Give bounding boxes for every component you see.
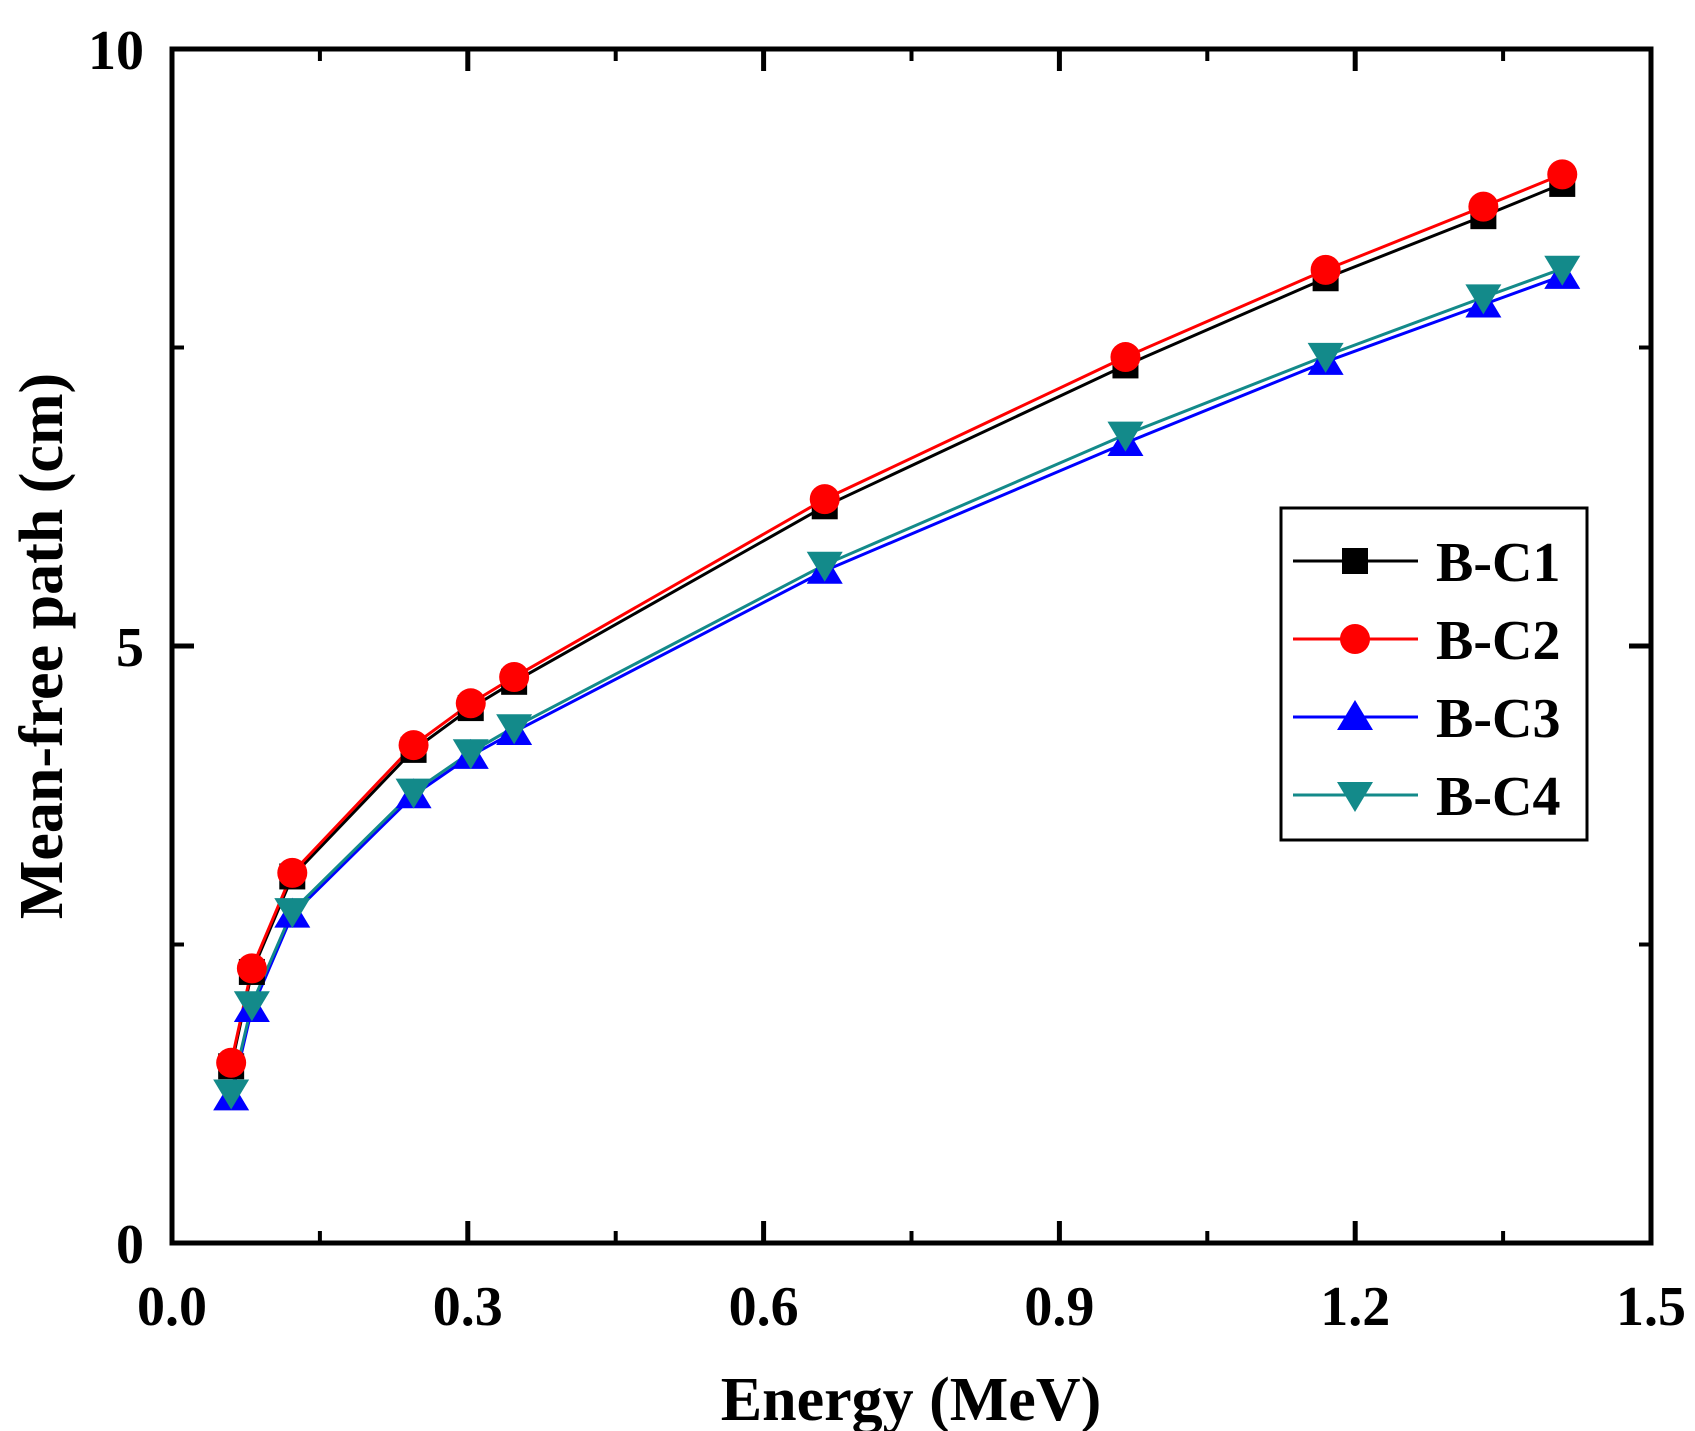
data-point-b-c4 [1307, 342, 1344, 373]
data-point-b-c2 [1468, 191, 1499, 222]
data-point-b-c4 [1544, 255, 1581, 286]
data-point-b-c2 [1110, 342, 1141, 373]
legend-marker-b-c3 [1337, 700, 1373, 730]
data-point-b-c2 [455, 688, 486, 719]
data-point-b-c2 [236, 953, 267, 984]
data-point-b-c4 [233, 991, 270, 1022]
legend: B-C1 B-C2 B-C3 B-C4 [1279, 506, 1589, 842]
legend-label-b-c1: B-C1 [1436, 532, 1560, 594]
legend-label-b-c4: B-C4 [1436, 766, 1560, 828]
x-axis-title: Energy (MeV) [721, 1366, 1101, 1431]
legend-marker-b-c1 [1342, 548, 1368, 574]
data-point-b-c4 [274, 898, 311, 929]
legend-box [1279, 506, 1589, 842]
data-point-b-c2 [809, 484, 840, 515]
data-point-b-c4 [213, 1079, 250, 1110]
data-point-b-c2 [1547, 159, 1578, 190]
y-axis-title: Mean-free path (cm) [8, 373, 76, 919]
axes: 0.0 0.3 0.6 0.9 1.2 1.5 0 5 10 [88, 20, 1686, 1338]
y-tick-label: 10 [88, 20, 144, 82]
plot-marks [213, 159, 1581, 1111]
x-tick-label: 1.2 [1320, 1276, 1390, 1338]
data-point-b-c2 [1310, 254, 1341, 285]
data-point-b-c4 [452, 739, 489, 770]
legend-label-b-c3: B-C3 [1436, 688, 1560, 750]
data-point-b-c4 [395, 778, 432, 809]
data-point-b-c2 [398, 730, 429, 761]
y-tick-label: 5 [116, 617, 144, 679]
x-tick-label: 1.5 [1616, 1276, 1686, 1338]
legend-marker-b-c2 [1340, 624, 1370, 654]
data-point-b-c4 [1107, 421, 1144, 452]
legend-label-b-c2: B-C2 [1436, 610, 1560, 672]
x-tick-label: 0.6 [729, 1276, 799, 1338]
x-tick-label: 0.9 [1024, 1276, 1094, 1338]
data-point-b-c2 [499, 662, 530, 693]
data-point-b-c4 [496, 714, 533, 745]
data-point-b-c4 [806, 551, 843, 582]
legend-marker-b-c4 [1337, 782, 1373, 812]
data-point-b-c2 [277, 857, 308, 888]
x-tick-label: 0.0 [137, 1276, 207, 1338]
data-point-b-c2 [216, 1047, 247, 1078]
y-tick-label: 0 [116, 1214, 144, 1276]
data-point-b-c4 [1465, 284, 1502, 315]
x-tick-label: 0.3 [433, 1276, 503, 1338]
